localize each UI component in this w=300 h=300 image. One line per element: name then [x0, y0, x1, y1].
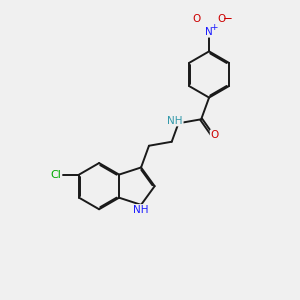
Text: NH: NH — [133, 205, 149, 215]
Text: O: O — [217, 14, 226, 25]
Text: −: − — [223, 12, 233, 25]
Text: O: O — [193, 14, 201, 25]
Text: N: N — [205, 27, 213, 37]
Text: Cl: Cl — [51, 169, 62, 180]
Text: +: + — [210, 22, 218, 32]
Text: O: O — [211, 130, 219, 140]
Text: NH: NH — [167, 116, 183, 125]
